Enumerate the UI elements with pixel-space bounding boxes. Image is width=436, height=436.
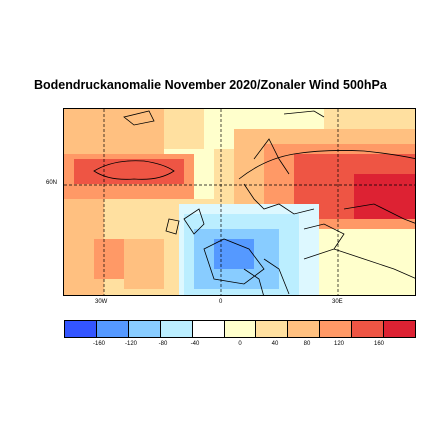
colorbar-swatch xyxy=(352,321,385,337)
colorbar-swatch xyxy=(128,321,161,337)
colorbar-swatch xyxy=(320,321,353,337)
colorbar-label: -160 xyxy=(92,341,106,347)
lon-label-30e: 30E xyxy=(332,299,343,305)
colorbar-swatch xyxy=(256,321,289,337)
colorbar-swatch xyxy=(384,321,415,337)
lon-label-30w: 30W xyxy=(95,299,108,305)
colorbar-swatch xyxy=(288,321,321,337)
lat-label-60n: 60N xyxy=(46,180,58,186)
colorbar-swatch xyxy=(192,321,225,337)
colorbar-swatch xyxy=(65,321,97,337)
colorbar-label: -80 xyxy=(158,341,168,347)
lon-label-0: 0 xyxy=(219,299,223,305)
colorbar-swatch xyxy=(224,321,257,337)
anomaly-map xyxy=(64,109,415,295)
colorbar-label: 80 xyxy=(303,341,311,347)
colorbar-swatch xyxy=(160,321,193,337)
colorbar-label: 160 xyxy=(373,341,385,347)
colorbar-label: 0 xyxy=(238,341,242,347)
colorbar-labels: -160 -120 -80 -40 0 40 80 120 160 xyxy=(64,341,416,351)
colorbar-label: 40 xyxy=(271,341,279,347)
map-title: Bodendruckanomalie November 2020/Zonaler… xyxy=(34,78,387,92)
map-panel xyxy=(63,108,416,296)
colorbar-swatch xyxy=(96,321,129,337)
colorbar-label: -120 xyxy=(124,341,138,347)
colorbar-label: 120 xyxy=(333,341,345,347)
colorbar-label: -40 xyxy=(190,341,200,347)
colorbar xyxy=(64,320,416,338)
